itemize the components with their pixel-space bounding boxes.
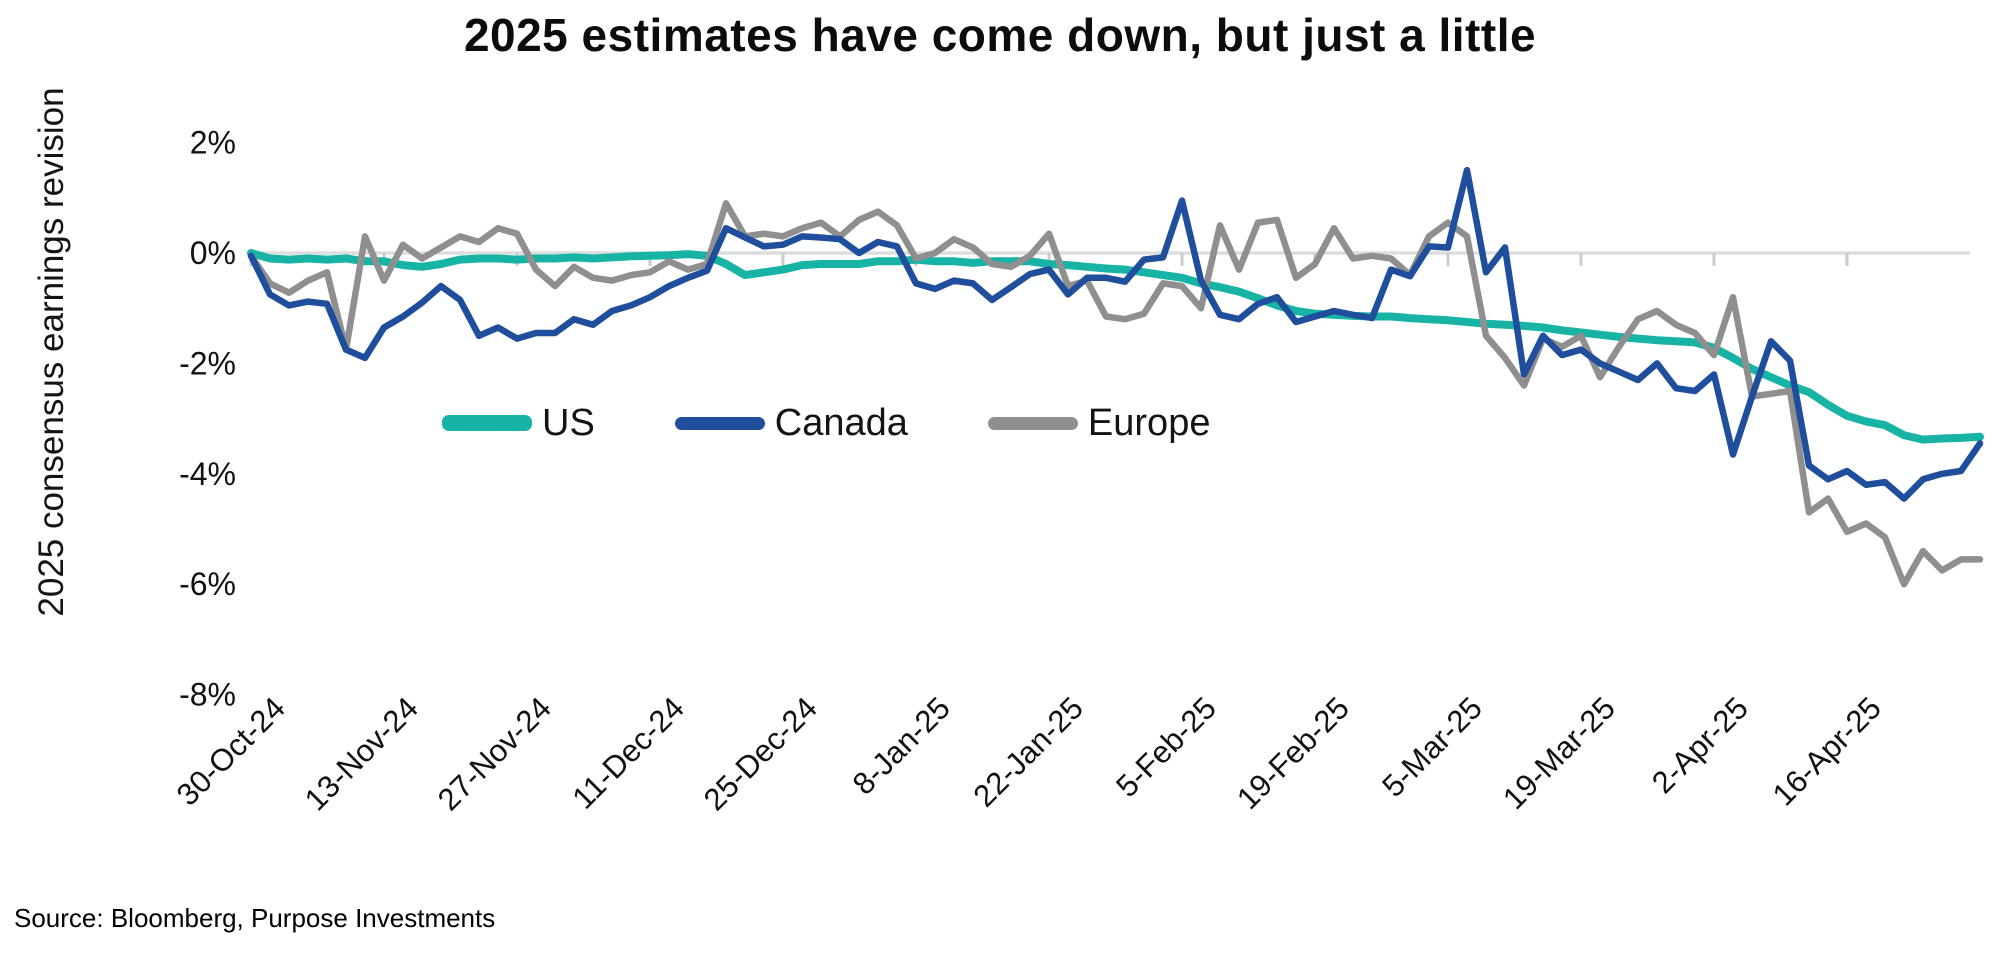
x-tick-label: 22-Jan-25 <box>966 690 1089 813</box>
europe-line-swatch-icon <box>987 416 1078 430</box>
x-tick-label: 25-Dec-24 <box>697 690 824 817</box>
legend-label-canada: Canada <box>774 402 908 444</box>
y-tick-label: 2% <box>190 125 236 161</box>
x-tick-label: 5-Feb-25 <box>1109 690 1223 804</box>
y-tick-label: -4% <box>179 456 236 492</box>
x-tick-label: 13-Nov-24 <box>298 690 425 817</box>
legend-label-europe: Europe <box>1087 402 1211 444</box>
x-tick-label: 8-Jan-25 <box>846 690 957 801</box>
x-tick-label: 11-Dec-24 <box>565 690 690 815</box>
y-tick-label: -6% <box>179 566 236 602</box>
legend-item-us: US <box>442 404 595 442</box>
legend-item-canada: Canada <box>674 402 908 444</box>
canada-line-swatch-icon <box>674 416 765 430</box>
y-tick-label: -2% <box>179 345 236 381</box>
x-tick-label: 2-Apr-25 <box>1645 690 1755 800</box>
legend: US Canada Europe <box>442 404 1210 442</box>
source-note: Source: Bloomberg, Purpose Investments <box>14 903 496 933</box>
x-tick-label: 19-Feb-25 <box>1230 690 1356 816</box>
chart-title: 2025 estimates have come down, but just … <box>463 9 1537 61</box>
series-line-us <box>247 249 1984 444</box>
us-line-swatch-icon <box>442 415 532 431</box>
series-line-europe <box>247 200 1984 588</box>
y-tick-label: -8% <box>179 677 236 713</box>
x-tick-label: 16-Apr-25 <box>1766 690 1888 812</box>
y-tick-label: 0% <box>190 235 236 271</box>
x-tick-label: 5-Mar-25 <box>1375 690 1489 804</box>
x-tick-label: 27-Nov-24 <box>431 690 558 817</box>
x-tick-label: 19-Mar-25 <box>1496 690 1622 816</box>
series-line-canada <box>247 166 1984 502</box>
legend-item-europe: Europe <box>987 402 1211 444</box>
legend-label-us: US <box>542 402 595 444</box>
